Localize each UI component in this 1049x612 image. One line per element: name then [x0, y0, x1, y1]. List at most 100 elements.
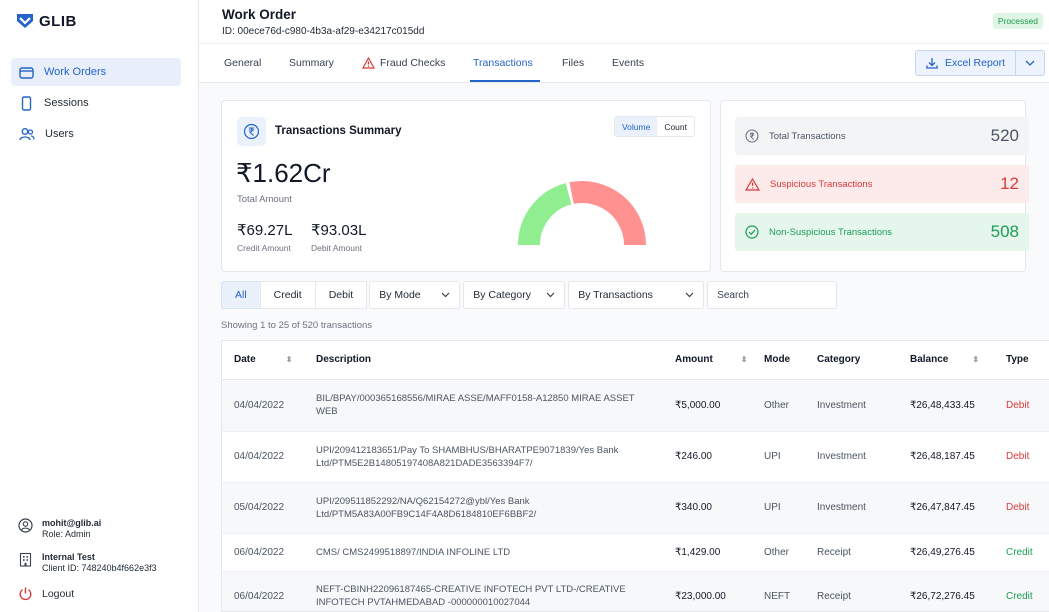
cell-type: Credit [994, 571, 1049, 611]
cell-balance: ₹26,48,433.45 [898, 379, 994, 432]
cell-amount: ₹246.00 [663, 431, 752, 483]
transaction-stats-card: Total Transactions 520 Suspicious Transa… [720, 100, 1029, 272]
table-row[interactable]: 04/04/2022 UPI/209412183651/Pay To SHAMBH… [222, 431, 1049, 483]
by-mode-select[interactable]: By Mode [369, 281, 461, 309]
sort-icon[interactable]: ⬍ [972, 355, 980, 365]
check-circle-icon [745, 225, 759, 239]
page-title: Work Order [222, 7, 297, 22]
tab-general[interactable]: General [224, 57, 261, 69]
brand-logo[interactable]: GLIB [15, 12, 77, 30]
by-transactions-select[interactable]: By Transactions [568, 281, 705, 309]
column-header-type: Type [994, 341, 1049, 380]
non-suspicious-transactions-value: 508 [990, 222, 1019, 241]
by-category-select[interactable]: By Category [463, 281, 566, 309]
tab-label: General [224, 57, 262, 69]
tab-label: Transactions [473, 57, 533, 69]
cell-description: BIL/BPAY/000365168556/MIRAE ASSE/MAFF015… [304, 379, 663, 432]
sidebar-item-label: Users [45, 128, 74, 140]
cell-category: Receipt [805, 571, 898, 611]
toggle-count[interactable]: Count [664, 121, 687, 132]
header-label: Description [316, 354, 372, 366]
tab-fraud-checks[interactable]: Fraud Checks [362, 57, 445, 69]
cell-date: 04/04/2022 [222, 431, 304, 483]
cell-amount: ₹340.00 [663, 482, 752, 534]
filter-bar: All Credit Debit By Mode By Category By … [221, 281, 838, 309]
total-amount-label: Total Amount [237, 194, 292, 205]
work-order-id: ID: 00ece76d-c980-4b3a-af29-e34217c015dd [222, 26, 425, 37]
sort-icon[interactable]: ⬍ [740, 355, 748, 365]
debit-amount-label: Debit Amount [311, 243, 363, 253]
sidebar-item-work-orders[interactable]: Work Orders [11, 58, 181, 86]
transactions-summary-card: Transactions Summary Volume Count ₹1.62C… [221, 100, 711, 272]
suspicious-transactions-label: Suspicious Transactions [770, 178, 873, 190]
column-header-category: Category [805, 341, 898, 380]
client-name: Internal Test [42, 552, 95, 562]
rupee-circle-icon [745, 129, 759, 143]
total-transactions-label: Total Transactions [769, 130, 846, 142]
tab-bar: General Summary Fraud Checks Transaction… [199, 44, 1049, 83]
excel-report-dropdown[interactable] [1016, 51, 1044, 75]
users-icon [19, 128, 35, 141]
tab-label: Files [562, 57, 585, 69]
tab-transactions[interactable]: Transactions [473, 57, 533, 69]
chevron-down-icon [441, 292, 450, 298]
sort-icon[interactable]: ⬍ [285, 355, 293, 365]
suspicious-transactions-value: 12 [1000, 174, 1019, 193]
active-tab-indicator [470, 80, 540, 82]
cell-category: Receipt [805, 533, 898, 572]
credit-amount: ₹69.27L [237, 222, 293, 239]
header-label: Category [817, 354, 861, 366]
select-label: By Mode [379, 289, 421, 301]
tab-label: Fraud Checks [380, 57, 446, 69]
table-row[interactable]: 06/04/2022 CMS/ CMS2499518897/INDIA INFOL… [222, 533, 1049, 572]
sidebar-nav: Work Orders Sessions Users [11, 58, 181, 151]
cell-date: 04/04/2022 [222, 379, 304, 432]
column-header-amount[interactable]: Amount ⬍ [663, 341, 752, 380]
cell-type: Debit [994, 431, 1049, 483]
debit-amount: ₹93.03L [311, 222, 367, 239]
cell-description: NEFT-CBINH22096187465-CREATIVE INFOTECH … [304, 571, 663, 611]
logout-button[interactable]: Logout [18, 586, 188, 601]
select-label: By Transactions [578, 289, 653, 301]
excel-report-button[interactable]: Excel Report [916, 51, 1016, 75]
column-header-balance[interactable]: Balance ⬍ [898, 341, 994, 380]
download-icon [926, 58, 938, 69]
cell-description: CMS/ CMS2499518897/INDIA INFOLINE LTD [304, 533, 663, 572]
cell-category: Investment [805, 482, 898, 534]
select-label: By Category [473, 289, 531, 301]
cell-balance: ₹26,48,187.45 [898, 431, 994, 483]
cell-mode: NEFT [752, 571, 805, 611]
column-header-date[interactable]: Date ⬍ [222, 341, 304, 380]
header-label: Mode [764, 354, 791, 366]
table-row[interactable]: 05/04/2022 UPI/209511852292/NA/Q62154272@… [222, 482, 1049, 534]
header-label: Date [234, 354, 256, 366]
table-row[interactable]: 06/04/2022 NEFT-CBINH22096187465-CREATIVE… [222, 571, 1049, 611]
filter-all-button[interactable]: All [221, 281, 261, 309]
credit-debit-gauge [518, 181, 646, 246]
cell-category: Investment [805, 431, 898, 483]
filter-debit-button[interactable]: Debit [314, 281, 368, 309]
table-row[interactable]: 04/04/2022 BIL/BPAY/000365168556/MIRAE AS… [222, 379, 1049, 432]
search-input[interactable] [707, 281, 838, 309]
non-suspicious-transactions-stat[interactable]: Non-Suspicious Transactions 508 [735, 213, 1029, 251]
cell-balance: ₹26,47,847.45 [898, 482, 994, 534]
summary-title: Transactions Summary [275, 125, 402, 137]
suspicious-transactions-stat[interactable]: Suspicious Transactions 12 [735, 165, 1029, 203]
cell-mode: Other [752, 379, 805, 432]
excel-report-control: Excel Report [915, 50, 1045, 76]
tab-events[interactable]: Events [612, 57, 644, 69]
tab-files[interactable]: Files [562, 57, 584, 69]
toggle-volume[interactable]: Volume [614, 117, 658, 136]
cell-date: 06/04/2022 [222, 571, 304, 611]
client-info: Internal Test Client ID: 748240b4f662e3f… [18, 552, 188, 574]
main-content: Transactions Summary Volume Count ₹1.62C… [199, 83, 1049, 612]
sidebar-item-sessions[interactable]: Sessions [11, 89, 181, 117]
warning-icon [362, 57, 375, 69]
sidebar-item-users[interactable]: Users [11, 120, 181, 148]
tab-summary[interactable]: Summary [289, 57, 334, 69]
user-info: mohit@glib.ai Role: Admin [18, 518, 188, 540]
filter-credit-button[interactable]: Credit [259, 281, 316, 309]
chevron-down-icon [1025, 60, 1035, 66]
header-label: Balance [910, 354, 949, 366]
cell-balance: ₹26,72,276.45 [898, 571, 994, 611]
